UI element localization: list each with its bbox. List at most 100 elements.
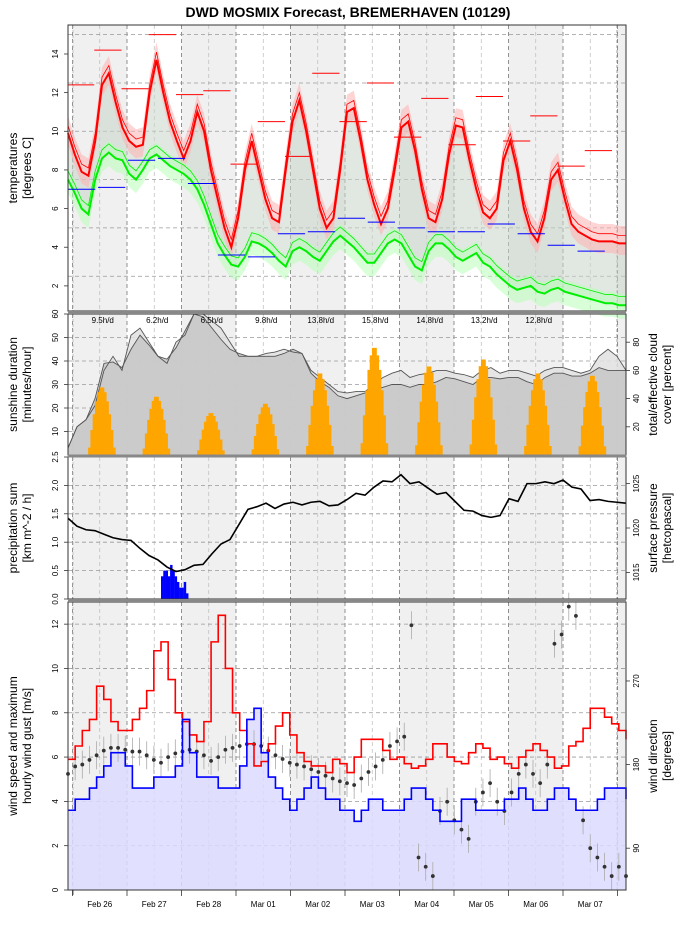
sunshine-bar xyxy=(153,396,157,455)
sun-y-tick-label: 10 xyxy=(51,427,60,436)
cloud-total-line xyxy=(67,313,627,449)
wind-direction-point xyxy=(130,749,135,754)
panel-separator xyxy=(68,599,626,602)
sunshine-bar xyxy=(485,366,489,455)
sunshine-bar xyxy=(308,424,311,455)
chart-title: DWD MOSMIX Forecast, BREMERHAVEN (10129) xyxy=(186,4,511,20)
sunshine-bar xyxy=(210,413,214,455)
sunshine-bar xyxy=(469,444,473,455)
sunshine-panel: 9.5h/d 6.2h/d 6.5h/d 9.8h/d 13.8h/d 15.8h/d 14… xyxy=(67,313,627,455)
sunshine-bar xyxy=(165,433,168,455)
wind-direction-point xyxy=(202,753,206,758)
wind-axis-label: wind speed and maximum hourly wind gust [… xyxy=(6,676,34,816)
sun-y-tick-label: 60 xyxy=(51,309,60,318)
day-shade xyxy=(617,602,626,890)
sunshine-bar xyxy=(206,416,209,455)
wind-direction-point xyxy=(366,770,371,774)
wind-y-tick-label: 6 xyxy=(51,754,60,759)
wind-y-tick-label: 0 xyxy=(51,887,60,892)
sunshine-bar xyxy=(494,444,498,455)
sunshine-bar xyxy=(419,401,423,455)
sun-y-tick-label: 20 xyxy=(51,403,60,412)
wind-speed-line xyxy=(68,707,627,823)
x-day-label: Feb 26 xyxy=(87,900,112,909)
sunshine-bar xyxy=(544,405,548,455)
sunshine-bar xyxy=(592,375,595,455)
wind-direction-point xyxy=(330,776,335,781)
precipitation-axis-label-line: [km m^-2 / h] xyxy=(20,494,34,563)
sunshine-bar xyxy=(471,419,475,455)
wind-direction-point xyxy=(445,799,450,804)
sunshine-bar xyxy=(215,421,218,455)
wind-direction-point xyxy=(523,762,528,767)
wind-direction-point xyxy=(466,837,471,841)
sunshine-bar xyxy=(374,347,377,455)
sunshine-bar xyxy=(587,381,591,455)
wind-direction-point xyxy=(552,641,557,646)
wind-panel xyxy=(66,592,628,891)
temperature-uncertainty-band xyxy=(68,42,626,259)
sunshine-bar xyxy=(578,446,582,455)
wind-direction-point xyxy=(73,764,78,769)
sunshine-bar xyxy=(101,387,105,455)
wind-direction-axis-label: wind direction [degrees] xyxy=(646,719,674,793)
sunshine-bar xyxy=(433,384,436,455)
wind-direction-point xyxy=(531,771,535,776)
wind-direction-point xyxy=(123,747,128,752)
sunshine-bar xyxy=(599,407,602,455)
temp-y-tick-label: 4 xyxy=(51,244,60,249)
wind-direction-point xyxy=(159,760,163,765)
sunshine-bar xyxy=(90,430,93,455)
sunshine-bar xyxy=(549,446,552,455)
sunshine-bar xyxy=(383,415,386,455)
sunshine-bar xyxy=(276,449,280,455)
sunshine-bar xyxy=(149,408,153,455)
sunshine-bar xyxy=(262,403,266,455)
sunshine-bar xyxy=(317,373,321,455)
sunshine-bar xyxy=(417,422,420,455)
wind-direction-point xyxy=(295,762,299,767)
sunshine-bar xyxy=(312,390,316,455)
sunshine-bar xyxy=(542,390,545,455)
wind-direction-point xyxy=(352,783,357,787)
sunshine-bar xyxy=(431,372,434,455)
pressure-axis-label: surface pressure [hetcopascal] xyxy=(646,483,674,573)
wind-direction-point xyxy=(616,864,621,869)
precipitation-bar xyxy=(167,576,171,599)
sunshine-bar xyxy=(487,379,491,455)
sunshine-bar xyxy=(478,366,482,455)
sunshine-bar xyxy=(524,446,527,455)
daily-sunshine-label: 13.8h/d xyxy=(307,316,334,325)
x-day-label: Mar 07 xyxy=(578,900,603,909)
temperature-axis-label-line: [degrees C] xyxy=(20,137,34,199)
pressure-axis-label-line: [hetcopascal] xyxy=(660,493,674,564)
wind-direction-point xyxy=(151,758,156,762)
precip-y-tick-label: 1.5 xyxy=(51,508,60,520)
sunshine-bar xyxy=(199,439,202,455)
sunshine-bar xyxy=(256,424,259,455)
temp-y-tick-label: 14 xyxy=(51,49,60,58)
sunshine-bar xyxy=(219,439,223,455)
x-day-label: Mar 06 xyxy=(523,900,548,909)
sunshine-bar xyxy=(319,373,323,455)
wind-direction-point xyxy=(94,753,99,758)
sun-y-tick-label: 50 xyxy=(51,333,60,342)
sunshine-bar xyxy=(603,446,607,455)
day-shade xyxy=(617,457,626,599)
wind-y-tick-label: 8 xyxy=(51,710,60,715)
sunshine-bar xyxy=(474,397,477,455)
wind-direction-point xyxy=(566,604,571,609)
wind-direction-point xyxy=(302,764,306,769)
wind-direction-axis-label-line: wind direction xyxy=(646,719,660,793)
daily-sunshine-label: 6.2h/d xyxy=(146,316,168,325)
wind-direction-point xyxy=(80,762,85,767)
wind-direction-point xyxy=(373,764,378,769)
sunshine-bar xyxy=(310,405,314,455)
day-shade xyxy=(617,25,626,311)
temp-y-tick-label: 8 xyxy=(51,167,60,172)
sunshine-bar xyxy=(421,384,425,455)
temperature-axis-label: temperatures [degrees C] xyxy=(6,133,34,204)
sunshine-bar xyxy=(156,396,159,455)
precipitation-panel xyxy=(67,473,627,599)
wind-direction-point xyxy=(538,781,543,786)
